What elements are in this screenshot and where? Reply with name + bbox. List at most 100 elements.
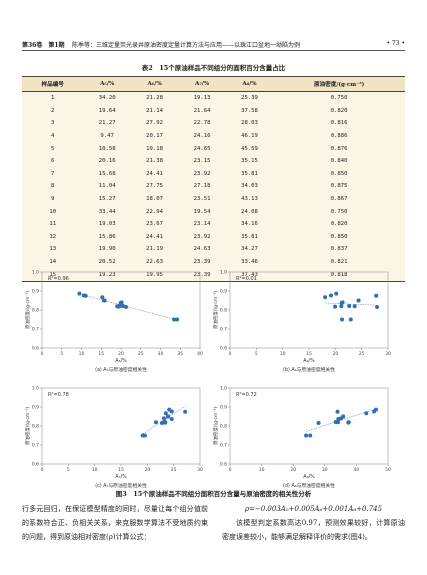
point [346, 420, 351, 425]
x-tick-label: 5 [67, 467, 70, 473]
y-tick-label: 0.8 [220, 308, 227, 314]
x-tick-label: 25 [138, 351, 144, 357]
table-cell: 21.38 [130, 154, 179, 168]
table-row: 13 19.90 21.19 24.63 34.27 0.837 [22, 243, 405, 256]
table-cell: 37.58 [225, 104, 274, 118]
table-cell: 19.18 [130, 142, 179, 155]
point [169, 416, 174, 421]
caption: (d) A₈与原油密度相关性 [283, 482, 335, 489]
table-cell: 0.820 [273, 217, 405, 231]
table-cell: 27.92 [130, 117, 179, 130]
table-cell: 0.820 [273, 104, 405, 118]
table-cell: 19.03 [83, 217, 131, 231]
point [339, 300, 344, 305]
table-cell: 45.59 [225, 142, 274, 155]
annotation: R²=0.96 [48, 276, 69, 282]
y-tick-label: 1.0 [32, 386, 39, 392]
x-tick-label: 30 [385, 351, 391, 357]
point [352, 304, 357, 309]
table-cell: 0.840 [273, 154, 405, 168]
data-table: 样品编号 A₅/% A₆/% A₇/% A₈/% 原油密度/(g·cm⁻³) 1 34.20 2… [22, 76, 405, 282]
plot-frame [41, 271, 201, 349]
table-row: 11 19.03 23.67 23.14 34.16 0.820 [22, 217, 405, 231]
point [356, 298, 361, 303]
caption: (c) A₇与原油密度相关性 [95, 482, 147, 489]
point [308, 433, 313, 438]
x-tick-label: 10 [259, 467, 265, 473]
y-tick-label: 0.8 [220, 424, 227, 430]
table-cell: 34.03 [225, 180, 274, 193]
y-axis-label: 原油密度/(g·cm⁻³) [24, 291, 31, 330]
table-cell: 28.03 [225, 117, 274, 130]
formula: ρ=−0.003A₅+0.005A₆+0.001A₈+0.745 [244, 505, 383, 513]
table-cell: 46.19 [225, 129, 274, 143]
table-cell: 24.65 [178, 142, 226, 155]
table-cell: 22.63 [130, 255, 179, 269]
page-number: • 73 • [386, 40, 405, 47]
table-cell: 27.18 [178, 180, 226, 193]
table-cell: 43.13 [225, 192, 274, 206]
column-header: A₅/% [83, 76, 131, 92]
x-tick-label: 50 [385, 467, 391, 473]
table-cell: 21.14 [130, 104, 179, 118]
x-tick-label: 5 [60, 351, 63, 357]
column-header: A₈/% [225, 76, 274, 92]
table-cell: 9 [22, 192, 84, 206]
point [121, 304, 126, 309]
point [374, 293, 379, 298]
table-cell: 20.52 [83, 255, 131, 269]
plot-frame [41, 387, 201, 465]
table-cell: 0.850 [273, 167, 405, 181]
running-header: 第36卷 第1期 陈季等：三维定量荧光录井原油密度定量计算方法与应用——以珠江口… [22, 38, 405, 51]
table-cell: 24.41 [130, 167, 179, 181]
x-tick-label: 40 [197, 351, 203, 357]
x-tick-label: 0 [229, 467, 232, 473]
table-cell: 0.750 [273, 205, 405, 218]
table-cell: 33.44 [83, 205, 131, 218]
y-tick-label: 0.6 [32, 462, 39, 468]
x-tick-label: 5 [255, 351, 258, 357]
table-cell: 33.46 [225, 255, 274, 269]
point [375, 304, 380, 309]
table-cell: 14 [22, 255, 84, 269]
table-cell: 6 [22, 154, 84, 168]
table-cell: 11 [22, 217, 84, 231]
point [172, 317, 177, 322]
point [175, 317, 180, 322]
table-cell: 0.850 [273, 230, 405, 244]
y-tick-label: 0.8 [32, 308, 39, 314]
table-cell: 19.13 [178, 91, 226, 105]
table-cell: 7 [22, 167, 84, 181]
y-axis-label: 原油密度/(g·cm⁻³) [212, 407, 219, 446]
point [165, 414, 170, 419]
volume: 第36卷 第1期 [22, 42, 65, 49]
x-tick-label: 20 [118, 351, 124, 357]
y-tick-label: 1.0 [220, 270, 227, 276]
y-axis-label: 原油密度/(g·cm⁻³) [24, 407, 31, 446]
point [118, 300, 123, 305]
table-cell: 34.27 [225, 243, 274, 256]
table-cell: 23.51 [178, 192, 226, 206]
paragraph: 该模型判定系数高达0.97，预测效果较好，计算原油密度误差较小，能够满足解释评价… [222, 519, 405, 541]
table-cell: 0.816 [273, 117, 405, 130]
table-cell: 15.68 [83, 167, 131, 181]
y-tick-label: 0.6 [32, 346, 39, 352]
table-row: 10 33.44 22.94 19.54 24.08 0.750 [22, 205, 405, 218]
table-row: 8 11.04 27.75 27.18 34.03 0.875 [22, 180, 405, 193]
table-cell: 19.90 [83, 243, 131, 256]
x-tick-label: 10 [92, 467, 98, 473]
point [142, 433, 147, 438]
x-tick-label: 20 [290, 467, 296, 473]
x-tick-label: 20 [144, 467, 150, 473]
x-tick-label: 20 [332, 351, 338, 357]
x-tick-label: 0 [41, 351, 44, 357]
table-cell: 0.886 [273, 129, 405, 143]
annotation: R²=0.01 [236, 276, 257, 282]
table-cell: 20.17 [130, 129, 179, 143]
table-cell: 0.876 [273, 142, 405, 155]
point [163, 411, 168, 416]
point [339, 304, 344, 309]
caption: (a) A₅与原油密度相关性 [95, 366, 147, 373]
y-tick-label: 0.9 [220, 405, 227, 411]
table-cell: 23.39 [178, 255, 226, 269]
